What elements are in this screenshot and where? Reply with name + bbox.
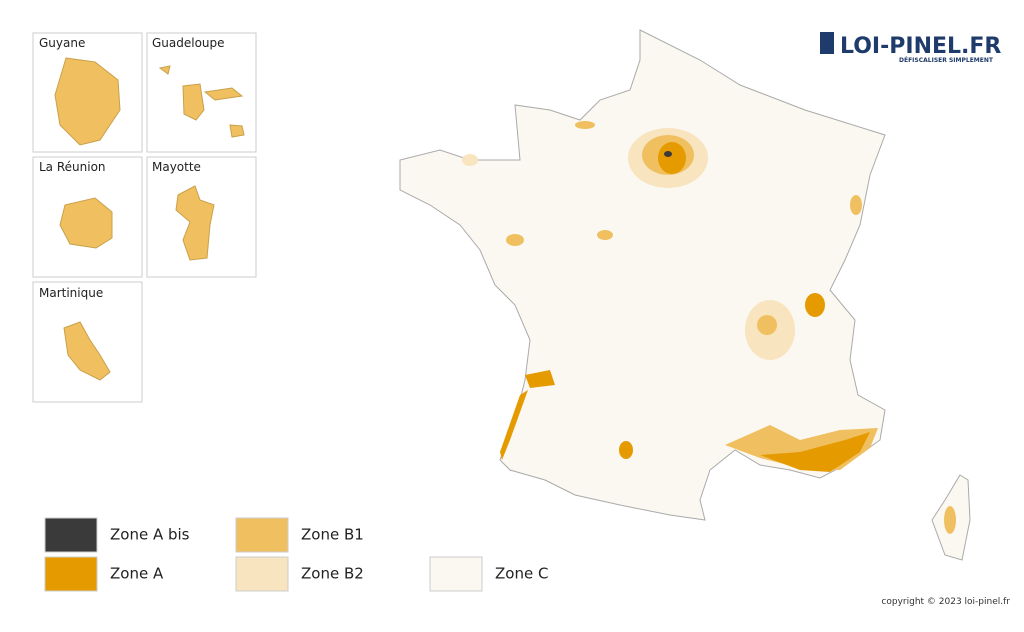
inset-title: La Réunion: [39, 160, 106, 174]
zone-area: [575, 121, 595, 129]
zone-area: [619, 441, 633, 459]
logo-title: LOI-PINEL.FR: [840, 34, 1001, 59]
martinique-shape: [63, 321, 111, 381]
legend-swatch: [235, 517, 289, 553]
insets: Guyane Guadeloupe La Réunion Mayotte Mar…: [32, 32, 257, 403]
zone-area: [760, 432, 870, 472]
zone-area: [506, 234, 524, 246]
zone-area: [658, 142, 686, 174]
logo-icon: [820, 32, 834, 54]
zone-area: [525, 370, 555, 388]
legend-label: Zone B2: [301, 565, 364, 583]
zone-area: [500, 390, 528, 460]
inset-title: Guyane: [39, 36, 85, 50]
reunion-shape: [59, 197, 113, 249]
zone-area: [944, 506, 956, 534]
legend-swatch: [44, 517, 98, 553]
legend-swatch: [235, 556, 289, 592]
legend: Zone A bis Zone A Zone B1 Zone B2 Zone C: [44, 517, 548, 592]
logo-tagline: DÉFISCALISER SIMPLEMENT: [899, 56, 994, 64]
zone-area: [462, 154, 478, 166]
copyright: copyright © 2023 loi-pinel.fr: [881, 597, 1010, 607]
inset-title: Mayotte: [152, 160, 201, 174]
inset-title: Martinique: [39, 286, 103, 300]
france-map: [399, 29, 971, 561]
zone-area: [664, 151, 672, 157]
zone-area: [597, 230, 613, 240]
zone-area: [850, 195, 862, 215]
legend-swatch: [44, 556, 98, 592]
legend-swatch: [429, 556, 483, 592]
guyane-shape: [54, 57, 121, 146]
guadeloupe-shape: [158, 65, 245, 138]
logo: LOI-PINEL.FR DÉFISCALISER SIMPLEMENT: [820, 32, 1001, 64]
legend-label: Zone B1: [301, 526, 364, 544]
mayotte-shape: [175, 185, 215, 261]
legend-label: Zone C: [495, 565, 548, 583]
legend-label: Zone A bis: [110, 526, 190, 544]
inset-title: Guadeloupe: [152, 36, 225, 50]
zone-area: [757, 315, 777, 335]
zone-area: [805, 293, 825, 317]
legend-label: Zone A: [110, 565, 164, 583]
